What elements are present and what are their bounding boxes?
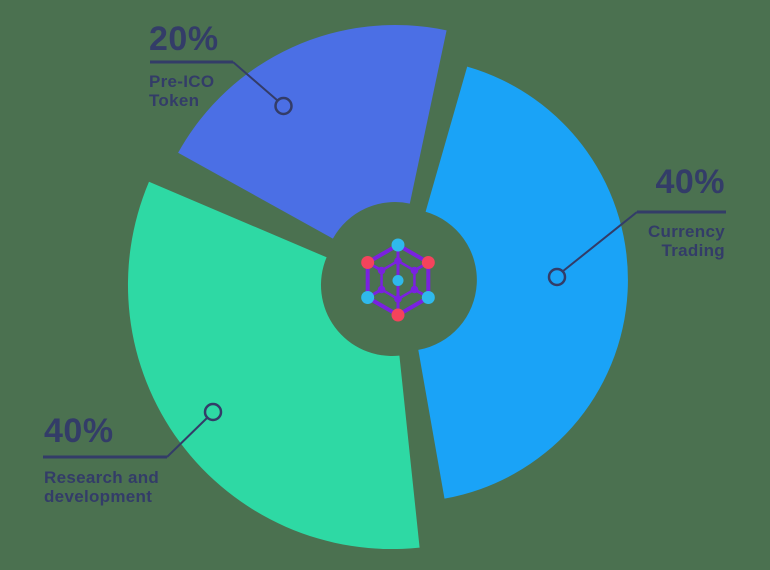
pre-ico-label: Pre-ICO Token	[149, 72, 215, 110]
pie-slice-research-and-development	[127, 181, 420, 550]
leader-dot-research	[203, 402, 223, 422]
callout-pre-ico-token: 20% Pre-ICO Token	[149, 22, 219, 110]
pie-slice-currency-trading	[418, 66, 628, 499]
logo-outer-node	[361, 291, 375, 304]
research-percentage: 40%	[44, 412, 114, 450]
logo-inner-node	[377, 266, 386, 275]
logo-outer-node	[421, 291, 435, 304]
logo-outer-node	[391, 238, 405, 252]
leader-line-research	[166, 416, 209, 458]
logo-outer-node	[421, 256, 435, 269]
pie-slice-pre-ico-token	[178, 24, 447, 239]
logo-outer-node	[391, 308, 405, 322]
research-label: Research and development	[44, 468, 160, 506]
callout-research-development: 40% Research and development	[44, 414, 159, 506]
callout-currency-trading: 40% Currency Trading	[648, 165, 725, 260]
leader-line-currency	[561, 211, 638, 273]
logo-inner-node	[394, 295, 402, 303]
currency-percentage: 40%	[655, 163, 725, 201]
currency-label: Currency Trading	[647, 222, 725, 260]
leader-line-pre-ico	[232, 61, 279, 102]
logo-center-node	[392, 275, 404, 286]
logo-inner-node	[410, 285, 419, 294]
logo-inner-node	[394, 257, 402, 265]
logo-inner-node	[377, 285, 386, 294]
leader-dot-pre-ico	[274, 96, 293, 116]
leader-dot-currency	[547, 267, 567, 287]
logo-inner-node	[410, 266, 419, 275]
logo-outer-node	[361, 256, 375, 269]
pre-ico-percentage: 20%	[149, 20, 219, 58]
